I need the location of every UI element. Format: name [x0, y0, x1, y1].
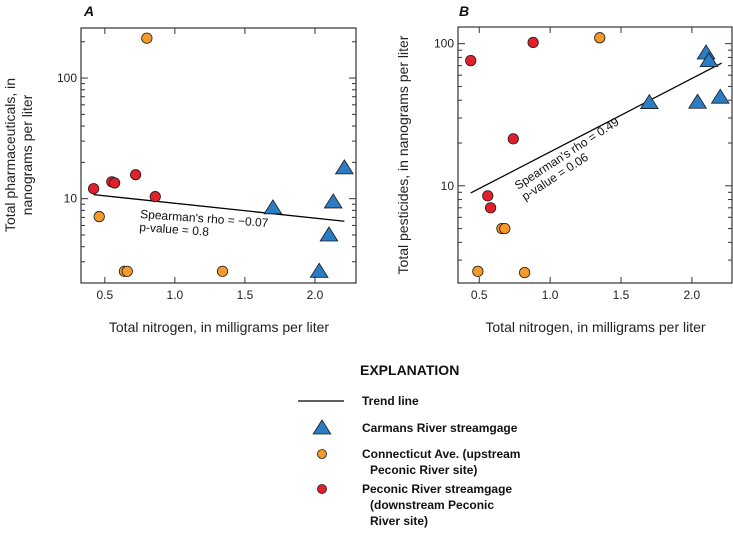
y-tick-label: 10 — [64, 192, 78, 206]
carmans-point — [334, 159, 354, 175]
carmans-point — [323, 193, 343, 209]
p-value-label: p-value = 0.8 — [139, 220, 210, 239]
legend-connecticut-label: Connecticut Ave. (upstream — [362, 447, 520, 461]
legend-peconic-label: (downstream Peconic — [370, 498, 494, 512]
legend-connecticut-icon — [317, 449, 327, 459]
carmans-point — [263, 199, 283, 215]
peconic-point — [507, 133, 519, 145]
legend: EXPLANATION Trend line Carmans River stre… — [298, 362, 520, 528]
legend-connecticut-label: Peconic River site) — [370, 463, 477, 477]
plot-frame — [457, 26, 733, 284]
y-axis-label: Total pharmaceuticals, in — [2, 78, 18, 232]
connecticut-point — [93, 211, 105, 223]
peconic-point — [465, 55, 477, 67]
connecticut-point — [594, 32, 606, 44]
y-axis-label: Total pesticides, in nanograms per liter — [395, 35, 411, 274]
y-tick-label: 10 — [441, 179, 455, 193]
panel-b-chart: B 0.5 1.0 1.5 2.0 10 100 Total nitrogen, in mi… — [395, 3, 733, 335]
peconic-point — [485, 202, 497, 214]
legend-trend-label: Trend line — [362, 394, 419, 408]
x-tick-label: 2.0 — [684, 288, 701, 302]
spearman-annotation: Spearman's rho = 0.49p-value = 0.06 — [512, 114, 622, 203]
y-axis-label: nanograms per liter — [19, 94, 35, 215]
x-tick-label: 2.0 — [307, 288, 324, 302]
panel-a-chart: A 0.5 1.0 1.5 2.0 10 100 Total nitrogen, in mi… — [2, 3, 357, 335]
x-tick-label: 1.0 — [542, 288, 559, 302]
peconic-point — [130, 169, 142, 181]
legend-carmans-label: Carmans River streamgage — [362, 421, 518, 435]
peconic-point — [527, 36, 539, 49]
trend-line — [93, 194, 345, 222]
connecticut-point — [499, 222, 511, 235]
legend-carmans-icon — [312, 419, 332, 435]
carmans-point — [639, 93, 659, 109]
x-axis-label: Total nitrogen, in milligrams per liter — [109, 319, 330, 335]
legend-peconic-label: River site) — [370, 514, 428, 528]
peconic-point — [109, 177, 121, 189]
carmans-point — [319, 226, 339, 242]
panel-b-label: B — [459, 3, 469, 19]
plot-frame — [80, 27, 357, 284]
spearman-rho-label: Spearman's rho = 0.49 — [512, 114, 622, 192]
legend-peconic-icon — [317, 484, 327, 494]
connecticut-point — [121, 265, 133, 277]
x-tick-label: 0.5 — [471, 288, 488, 302]
peconic-point — [149, 191, 161, 203]
x-tick-label: 1.0 — [167, 288, 184, 302]
connecticut-point — [519, 266, 531, 279]
spearman-annotation: Spearman's rho = −0.07p-value = 0.8 — [139, 207, 269, 239]
carmans-point — [309, 262, 329, 278]
carmans-point — [699, 51, 719, 68]
x-axis-label: Total nitrogen, in milligrams per liter — [485, 319, 706, 335]
connecticut-point — [216, 265, 229, 277]
peconic-point — [88, 183, 100, 195]
connecticut-point — [141, 32, 153, 44]
x-tick-label: 1.5 — [237, 288, 254, 302]
legend-title: EXPLANATION — [360, 362, 459, 378]
connecticut-point — [472, 265, 484, 277]
trend-line — [470, 62, 722, 194]
peconic-point — [482, 190, 494, 202]
y-tick-label: 100 — [434, 37, 454, 51]
carmans-point — [710, 88, 730, 104]
x-tick-label: 1.5 — [613, 288, 630, 302]
legend-peconic-label: Peconic River streamgage — [362, 482, 512, 496]
x-tick-label: 0.5 — [96, 288, 113, 302]
panel-a-label: A — [83, 3, 94, 19]
carmans-point — [688, 93, 708, 109]
y-tick-label: 100 — [57, 71, 77, 85]
